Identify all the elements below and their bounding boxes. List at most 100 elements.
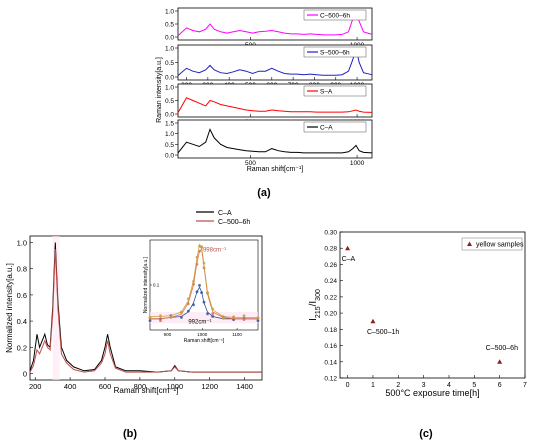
y-tick-label: 0.30 — [324, 230, 337, 237]
series-line — [177, 47, 373, 76]
x-tick-label: 500 — [245, 160, 256, 167]
highlight-band — [52, 236, 60, 380]
y-tick-label: 1.0 — [165, 131, 174, 138]
panel-label: (b) — [123, 428, 137, 440]
y-tick-label: 0.0 — [165, 153, 174, 160]
legend-box — [303, 121, 367, 133]
x-tick-label: 900 — [164, 332, 172, 337]
y-tick-label: 0 — [23, 369, 27, 378]
inset-point — [169, 316, 173, 319]
legend-label: S–A — [320, 89, 333, 96]
x-tick-label: 1000 — [197, 332, 208, 337]
point-label: C–500–6h — [486, 345, 518, 352]
x-tick-label: 0 — [346, 382, 350, 389]
legend-box — [303, 9, 367, 21]
y-tick-label: 0.16 — [324, 343, 337, 350]
data-point — [370, 318, 376, 324]
panel-b: 0 0.2 0.4 0.6 0.8 1.0 200 400 600 800 1000 1200 1400… — [5, 210, 263, 440]
legend-box — [461, 237, 523, 251]
y-tick-label: 0.28 — [324, 246, 337, 253]
x-tick-label: 4 — [447, 382, 451, 389]
x-axis-label: Raman shift[cm⁻¹] — [114, 386, 179, 395]
legend-label: C–500–6h — [218, 219, 250, 226]
inset-line — [150, 243, 258, 318]
legend-label: C–A — [320, 125, 333, 132]
inset-band — [150, 312, 258, 324]
y-axis-label-part: 215 — [315, 306, 322, 318]
x-tick-label: 2 — [396, 382, 400, 389]
inset-y-axis-label: Normalized intensity[a.u.] — [143, 256, 149, 313]
series-line — [177, 9, 373, 37]
inset-line — [150, 248, 258, 320]
y-tick-label: 0.14 — [324, 359, 337, 366]
legend-box — [303, 85, 367, 97]
inset-point — [148, 319, 152, 322]
legend-label: yellow samples — [476, 242, 524, 249]
y-tick-label: 0.5 — [165, 142, 174, 149]
inset-line — [150, 286, 258, 320]
y-tick-label: 0.18 — [324, 327, 337, 334]
y-axis-label: Raman intensity[a.u.] — [156, 57, 163, 123]
y-tick-label: 1.0 — [165, 9, 174, 16]
y-tick-label: 0.12 — [324, 376, 337, 383]
x-tick-label: 3 — [422, 382, 426, 389]
y-tick-label: 1.5 — [165, 121, 174, 128]
y-tick-label: 0.0 — [165, 112, 174, 119]
x-tick-label: 5 — [472, 382, 476, 389]
y-axis-label: Normalized intensity[a.u.] — [5, 263, 14, 353]
y-tick-label: 0.1 — [153, 283, 160, 288]
x-tick-label: 400 — [64, 382, 77, 391]
series-line — [29, 249, 262, 373]
legend-box — [303, 46, 367, 58]
y-tick-label: 1.0 — [165, 46, 174, 53]
x-tick-label: 600 — [99, 382, 112, 391]
y-axis-label-part: I — [308, 318, 319, 321]
y-tick-label: 0.0 — [165, 75, 174, 82]
y-axis-label: I215/I300 — [308, 289, 322, 321]
x-tick-label: 1 — [371, 382, 375, 389]
y-axis-label-part: /I — [308, 301, 319, 307]
x-tick-label: 1100 — [232, 332, 242, 337]
panel-c: 0.12 0.14 0.16 0.18 0.20 0.22 0.24 0.26 0.28 0.30… — [308, 230, 527, 441]
x-tick-label: 1200 — [201, 382, 218, 391]
y-tick-label: 0.5 — [165, 60, 174, 67]
inset-annotation: 992cm⁻¹ — [188, 319, 211, 325]
legend-label: C–500–6h — [320, 13, 350, 20]
panel-a-subplot: 0.00.51.02003004005006007008009001000S–5… — [165, 44, 373, 89]
inset-point — [159, 319, 162, 322]
x-tick-label: 1000 — [350, 160, 365, 167]
inset-point — [256, 319, 260, 322]
x-axis-label: Raman shift[cm⁻¹] — [247, 166, 304, 173]
inset: 900 1000 1100 0.1 998cm⁻¹ 992cm⁻¹ Raman shift[… — [143, 239, 260, 344]
panel-a-subplot: 0.00.51.05001000S–A — [165, 83, 373, 126]
plot-frame — [339, 231, 526, 379]
panel-a-subplot: 0.00.51.05001000C–500–6h — [165, 7, 373, 49]
y-tick-label: 0.4 — [17, 317, 27, 326]
point-label: C–A — [342, 256, 356, 263]
y-tick-label: 0.22 — [324, 294, 337, 301]
y-tick-label: 0.2 — [17, 343, 27, 352]
x-tick-label: 800 — [134, 382, 147, 391]
y-tick-label: 0.20 — [324, 311, 337, 318]
x-tick-label: 200 — [29, 382, 42, 391]
panel-label: (a) — [257, 187, 271, 199]
y-axis-label-part: 300 — [315, 289, 322, 301]
x-tick-label: 1000 — [166, 382, 183, 391]
inset-point — [198, 284, 201, 287]
data-point — [497, 359, 503, 364]
x-tick-label: 1400 — [236, 382, 253, 391]
panel-a: 0.00.51.05001000C–500–6h0.00.51.02003004… — [156, 7, 373, 199]
y-tick-label: 0.26 — [324, 262, 337, 269]
y-tick-label: 1.0 — [165, 85, 174, 92]
y-tick-label: 1.0 — [17, 239, 27, 248]
legend-marker — [467, 241, 472, 246]
legend-label: C–A — [218, 210, 232, 217]
y-tick-label: 0.5 — [165, 98, 174, 105]
y-tick-label: 0.6 — [17, 291, 27, 300]
panel-label: (c) — [419, 428, 433, 440]
y-tick-label: 0.8 — [17, 265, 27, 274]
x-tick-label: 6 — [498, 382, 502, 389]
data-point — [345, 245, 351, 251]
series-line — [177, 97, 373, 113]
panel-a-subplot: 0.0 0.5 1.0 1.5 500 1000 C–A — [165, 119, 373, 167]
